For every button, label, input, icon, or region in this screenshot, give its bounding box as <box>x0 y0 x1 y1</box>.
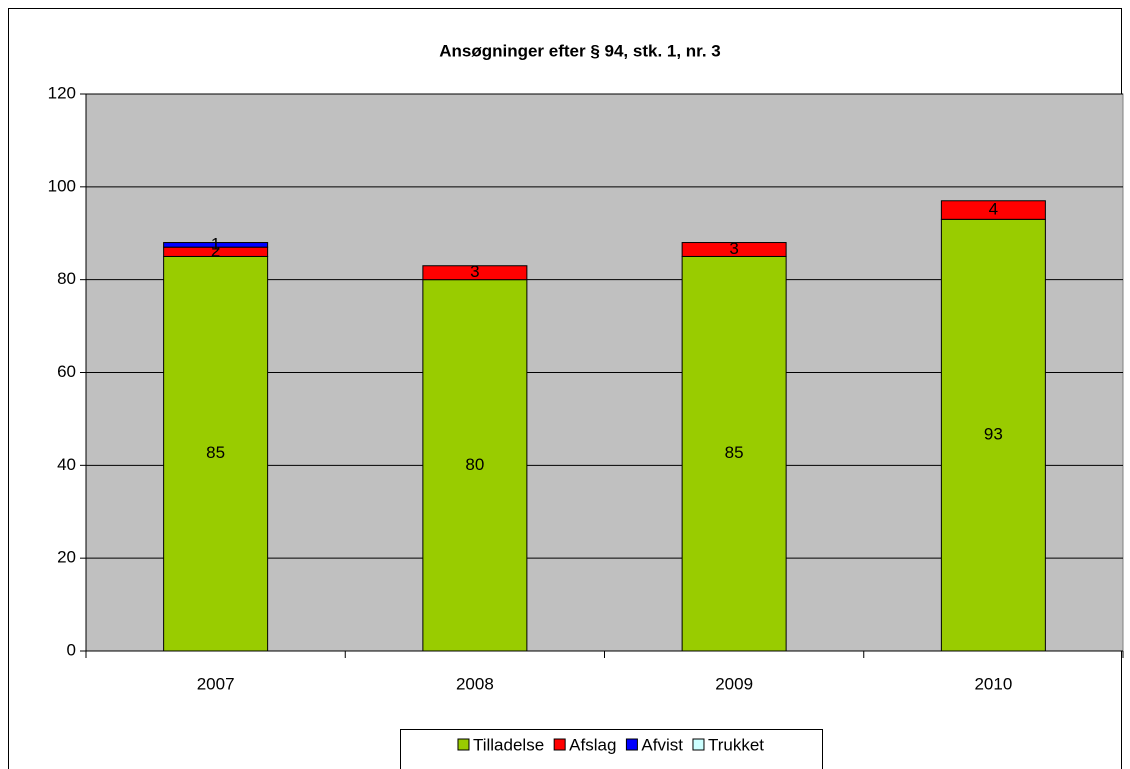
y-tick-label: 60 <box>57 362 76 381</box>
legend-label: Tilladelse <box>473 735 544 754</box>
x-tick-label: 2007 <box>197 674 235 693</box>
x-tick-label: 2008 <box>456 674 494 693</box>
data-label: 2 <box>211 241 220 260</box>
y-tick-label: 20 <box>57 548 76 567</box>
y-tick-label: 100 <box>48 176 76 195</box>
data-label: 93 <box>984 425 1003 444</box>
data-label: 85 <box>206 443 225 462</box>
bar-segment <box>681 242 787 257</box>
legend-label: Afvist <box>641 735 683 754</box>
x-tick-label: 2010 <box>974 674 1012 693</box>
legend-swatch <box>625 738 638 751</box>
legend-label: Afslag <box>569 735 616 754</box>
bar-segment <box>940 218 1046 652</box>
chart-title: Ansøgninger efter § 94, stk. 1, nr. 3 <box>439 41 721 60</box>
y-tick-label: 0 <box>67 640 76 659</box>
legend-swatch <box>692 738 705 751</box>
y-tick-label: 40 <box>57 455 76 474</box>
legend-label: Trukket <box>708 735 764 754</box>
bar-segment <box>163 242 269 248</box>
data-label: 80 <box>465 455 484 474</box>
bar-segment <box>681 255 787 652</box>
x-tick-label: 2009 <box>715 674 753 693</box>
legend-swatch <box>457 738 470 751</box>
legend-box <box>400 729 823 769</box>
legend-swatch <box>553 738 566 751</box>
bar-segment <box>422 265 528 281</box>
data-label: 3 <box>470 262 479 281</box>
data-label: 3 <box>729 239 738 258</box>
y-tick-label: 120 <box>48 83 76 102</box>
bar-segment <box>940 200 1046 220</box>
data-label: 1 <box>211 234 220 253</box>
bar-segment <box>163 255 269 652</box>
data-label: 85 <box>725 443 744 462</box>
y-tick-label: 80 <box>57 269 76 288</box>
bar-segment <box>422 279 528 652</box>
data-label: 4 <box>989 200 998 219</box>
